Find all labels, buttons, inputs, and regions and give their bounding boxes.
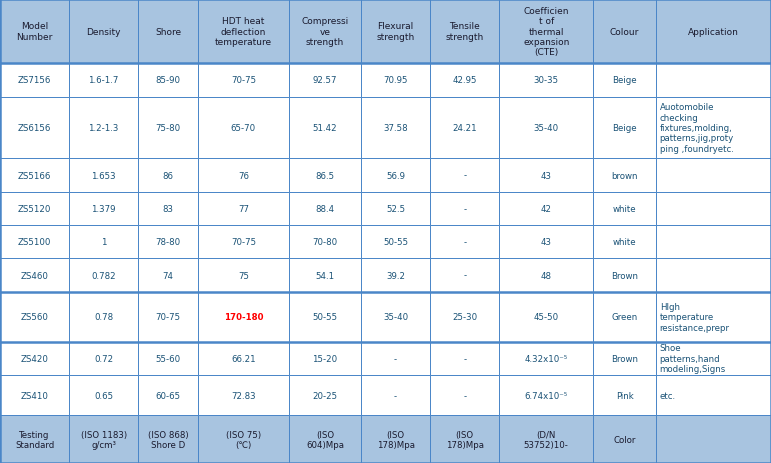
Bar [500,375,594,415]
Text: 76: 76 [238,171,249,180]
Bar [594,64,656,97]
Bar [594,375,656,415]
Bar [0,342,69,375]
Bar [0,97,69,159]
Text: Application: Application [688,28,739,37]
Text: 35-40: 35-40 [534,124,559,133]
Bar [430,375,500,415]
Text: Brown: Brown [611,271,638,280]
Bar [69,375,138,415]
Text: 170-180: 170-180 [224,313,263,321]
Bar [289,259,361,292]
Bar [500,97,594,159]
Text: (ISO 1183)
g/cm³: (ISO 1183) g/cm³ [81,430,126,449]
Text: -: - [463,271,466,280]
Text: brown: brown [611,171,638,180]
Bar [198,64,289,97]
Bar [656,415,771,463]
Text: 72.83: 72.83 [231,391,256,400]
Bar [500,192,594,225]
Bar [430,342,500,375]
Text: 50-55: 50-55 [312,313,338,321]
Text: (ISO
604)Mpa: (ISO 604)Mpa [306,430,344,449]
Bar [361,225,430,259]
Text: Color: Color [614,435,636,444]
Bar [138,259,198,292]
Text: 92.57: 92.57 [313,76,337,85]
Bar [656,225,771,259]
Text: Density: Density [86,28,121,37]
Text: ZS5166: ZS5166 [18,171,51,180]
Bar [656,292,771,342]
Bar [361,415,430,463]
Text: white: white [613,238,636,247]
Bar [69,292,138,342]
Bar [500,64,594,97]
Bar [0,64,69,97]
Text: -: - [394,391,397,400]
Text: 60-65: 60-65 [156,391,180,400]
Bar [138,192,198,225]
Text: 15-20: 15-20 [312,354,338,363]
Bar [138,415,198,463]
Bar [198,225,289,259]
Bar [656,259,771,292]
Bar [138,292,198,342]
Text: 75: 75 [238,271,249,280]
Bar [198,159,289,192]
Bar [361,0,430,64]
Bar [0,192,69,225]
Text: 1.653: 1.653 [92,171,116,180]
Text: -: - [463,354,466,363]
Text: 70-75: 70-75 [231,76,256,85]
Text: 74: 74 [163,271,173,280]
Bar [289,375,361,415]
Text: 24.21: 24.21 [453,124,477,133]
Text: 1: 1 [101,238,106,247]
Text: 66.21: 66.21 [231,354,256,363]
Bar [69,259,138,292]
Bar [138,225,198,259]
Bar [69,64,138,97]
Bar [69,192,138,225]
Bar [594,342,656,375]
Text: Shoe
patterns,hand
modeling,Signs: Shoe patterns,hand modeling,Signs [660,344,726,373]
Bar [138,0,198,64]
Bar [198,375,289,415]
Bar [361,375,430,415]
Bar [594,159,656,192]
Text: 55-60: 55-60 [156,354,180,363]
Text: 70-75: 70-75 [231,238,256,247]
Bar [430,415,500,463]
Bar [198,0,289,64]
Bar [430,0,500,64]
Text: -: - [463,238,466,247]
Text: ZS5100: ZS5100 [18,238,51,247]
Bar [361,342,430,375]
Bar [138,375,198,415]
Text: 51.42: 51.42 [313,124,338,133]
Text: 30-35: 30-35 [534,76,559,85]
Text: 52.5: 52.5 [386,205,405,213]
Bar [69,97,138,159]
Text: 83: 83 [163,205,173,213]
Text: 50-55: 50-55 [383,238,408,247]
Text: Auotomobile
checking
fixtures,molding,
patterns,jig,proty
ping ,foundryetc.: Auotomobile checking fixtures,molding, p… [660,103,734,153]
Text: 56.9: 56.9 [386,171,405,180]
Text: 6.74x10⁻⁵: 6.74x10⁻⁵ [525,391,568,400]
Text: Beige: Beige [612,124,637,133]
Bar [0,375,69,415]
Bar [289,225,361,259]
Bar [656,375,771,415]
Bar [594,0,656,64]
Bar [500,342,594,375]
Bar [69,0,138,64]
Text: 70-75: 70-75 [156,313,180,321]
Bar [430,192,500,225]
Bar [656,159,771,192]
Text: ZS7156: ZS7156 [18,76,51,85]
Bar [500,225,594,259]
Text: 86: 86 [163,171,173,180]
Text: 0.65: 0.65 [94,391,113,400]
Bar [0,0,69,64]
